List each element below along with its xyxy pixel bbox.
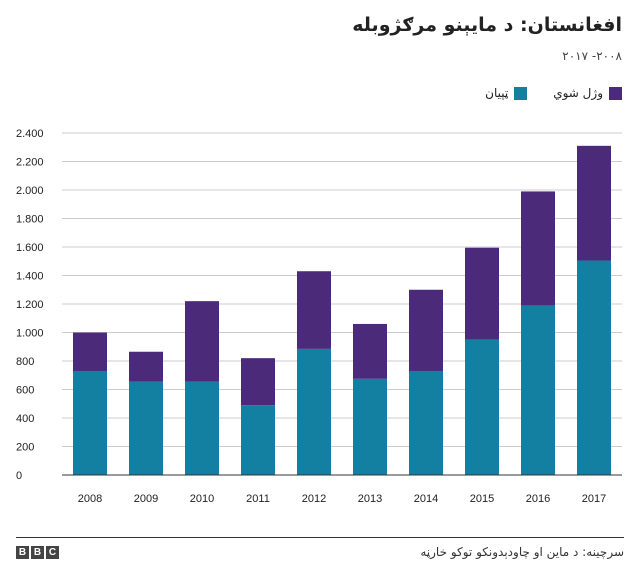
legend-label-wounded: ټپيان xyxy=(485,86,509,100)
y-tick-label: 1.000 xyxy=(16,328,44,340)
chart-legend: وژل شوي ټپيان xyxy=(485,86,622,100)
bar-wounded xyxy=(73,370,107,475)
bbc-logo-letter: B xyxy=(31,546,44,559)
bar-killed xyxy=(353,323,387,379)
y-tick-label: 2.000 xyxy=(16,185,44,197)
x-tick-label: 2012 xyxy=(302,493,326,505)
bar-wounded xyxy=(297,348,331,475)
y-tick-label: 1.400 xyxy=(16,271,44,283)
bar-killed xyxy=(73,332,107,371)
bbc-logo-letter: C xyxy=(46,546,59,559)
x-tick-label: 2014 xyxy=(414,493,438,505)
bar-killed xyxy=(185,301,219,382)
x-tick-label: 2017 xyxy=(582,493,606,505)
y-tick-label: 0 xyxy=(16,470,22,482)
y-tick-label: 1.600 xyxy=(16,242,44,254)
legend-label-killed: وژل شوي xyxy=(553,86,603,100)
bar-killed xyxy=(129,351,163,382)
x-tick-label: 2011 xyxy=(246,493,270,505)
bar-wounded xyxy=(241,405,275,475)
bar-wounded xyxy=(465,339,499,475)
y-tick-label: 200 xyxy=(16,442,34,454)
bbc-logo: B B C xyxy=(16,546,59,559)
bar-killed xyxy=(409,289,443,371)
bar-wounded xyxy=(409,370,443,475)
legend-item-killed: وژل شوي xyxy=(553,86,622,100)
bar-wounded xyxy=(577,260,611,475)
x-tick-label: 2009 xyxy=(134,493,158,505)
bar-killed xyxy=(521,191,555,306)
x-tick-label: 2015 xyxy=(470,493,494,505)
bbc-logo-letter: B xyxy=(16,546,29,559)
x-tick-label: 2013 xyxy=(358,493,382,505)
y-tick-label: 1.800 xyxy=(16,214,44,226)
y-tick-label: 400 xyxy=(16,413,34,425)
bar-killed xyxy=(297,271,331,349)
legend-swatch-wounded xyxy=(514,86,528,100)
x-tick-label: 2008 xyxy=(78,493,102,505)
legend-swatch-killed xyxy=(609,86,622,100)
bar-killed xyxy=(577,145,611,261)
y-tick-label: 2.400 xyxy=(16,128,44,140)
source-note: سرچینه: د ماین او چاودېدونکو توکو خارڼه xyxy=(420,545,624,559)
y-tick-label: 2.200 xyxy=(16,157,44,169)
bar-killed xyxy=(241,358,275,406)
footer-divider xyxy=(16,537,624,538)
bar-wounded xyxy=(129,381,163,475)
y-tick-label: 1.200 xyxy=(16,299,44,311)
bar-killed xyxy=(465,247,499,340)
bar-wounded xyxy=(353,378,387,475)
bar-wounded xyxy=(185,381,219,475)
y-tick-label: 600 xyxy=(16,385,34,397)
bar-wounded xyxy=(521,305,555,475)
chart-subtitle: ۲۰۰۸- ۲۰۱۷ xyxy=(562,49,622,63)
chart-title: افغانستان: د مایېنو مرګژوبله xyxy=(352,14,622,36)
legend-item-wounded: ټپيان xyxy=(485,86,528,100)
x-tick-label: 2016 xyxy=(526,493,550,505)
x-tick-label: 2010 xyxy=(190,493,214,505)
y-tick-label: 800 xyxy=(16,356,34,368)
